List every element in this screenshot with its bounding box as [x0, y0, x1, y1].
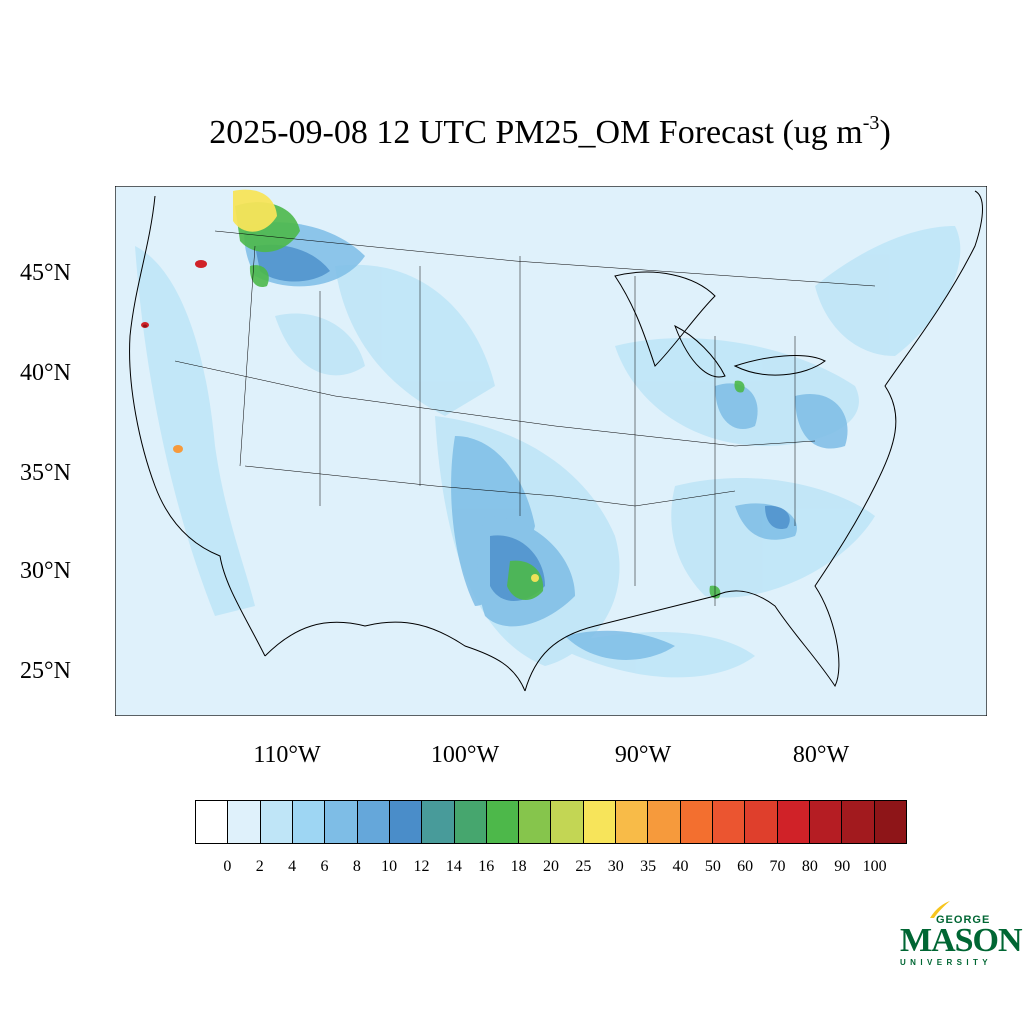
colorbar-tick-label: 100: [862, 858, 887, 875]
colorbar-swatch: [454, 801, 487, 843]
colorbar-swatch: [648, 801, 681, 843]
lon-label-80w: 80°W: [792, 742, 850, 768]
title-superscript: -3: [862, 112, 880, 134]
colorbar: [195, 800, 907, 844]
lat-label-30: 30°N: [20, 558, 71, 584]
swoosh-icon: [930, 901, 950, 918]
map-title: 2025-09-08 12 UTC PM25_OM Forecast (ug m…: [0, 112, 1024, 152]
lon-label-100w: 100°W: [430, 742, 500, 768]
colorbar-swatch: [519, 801, 552, 843]
colorbar-swatch: [842, 801, 875, 843]
colorbar-tick-label: 80: [801, 858, 818, 875]
forecast-map: [115, 186, 987, 716]
colorbar-swatch: [292, 801, 326, 843]
logo-line-george: GEORGE: [936, 914, 991, 926]
colorbar-tick-label: 2: [255, 858, 264, 875]
colorbar-tick-label: 90: [834, 858, 851, 875]
colorbar-tick-label: 18: [510, 858, 527, 875]
colorbar-swatch: [874, 801, 906, 843]
colorbar-swatch: [389, 801, 423, 843]
title-text: 2025-09-08 12 UTC PM25_OM Forecast (ug m: [209, 114, 863, 151]
title-close: ): [879, 114, 891, 151]
colorbar-tick-label: 30: [607, 858, 624, 875]
colorbar-tick-label: 4: [288, 858, 297, 875]
colorbar-swatch: [196, 801, 229, 843]
colorbar-tick-label: 10: [381, 858, 398, 875]
colorbar-tick-label: 12: [413, 858, 430, 875]
colorbar-tick-label: 8: [352, 858, 361, 875]
colorbar-swatch: [325, 801, 358, 843]
colorbar-swatch: [616, 801, 649, 843]
concentration-layer-hotspots: [141, 260, 207, 453]
lat-label-25: 25°N: [20, 658, 71, 684]
colorbar-tick-label: 35: [640, 858, 657, 875]
colorbar-tick-label: 0: [223, 858, 232, 875]
colorbar-tick-label: 40: [672, 858, 689, 875]
colorbar-swatch: [680, 801, 713, 843]
state-boundaries: [174, 230, 876, 606]
colorbar-tick-label: 70: [769, 858, 786, 875]
colorbar-swatch: [583, 801, 617, 843]
lat-label-35: 35°N: [20, 460, 71, 486]
colorbar-swatch: [422, 801, 455, 843]
lat-label-40: 40°N: [20, 360, 71, 386]
colorbar-swatch: [745, 801, 778, 843]
colorbar-tick-label: 6: [320, 858, 329, 875]
colorbar-swatch: [228, 801, 261, 843]
colorbar-tick-label: 16: [478, 858, 495, 875]
logo-line-university: UNIVERSITY: [900, 958, 993, 967]
lon-label-90w: 90°W: [614, 742, 672, 768]
colorbar-swatch: [551, 801, 584, 843]
colorbar-swatch: [486, 801, 520, 843]
concentration-layer-yellow: [233, 189, 539, 582]
colorbar-swatch: [713, 801, 746, 843]
colorbar-tick-label: 20: [543, 858, 559, 875]
colorbar-tick-label: 60: [737, 858, 754, 875]
colorbar-swatch: [777, 801, 810, 843]
colorbar-swatch: [357, 801, 390, 843]
colorbar-swatch: [809, 801, 843, 843]
concentration-layer-green: [235, 202, 745, 601]
lon-label-110w: 110°W: [253, 742, 321, 768]
colorbar-tick-label: 25: [575, 858, 592, 875]
coastlines: [129, 190, 983, 692]
gmu-logo: GEORGE MASON UNIVERSITY: [898, 900, 1023, 970]
logo-line-mason: MASON: [900, 922, 1023, 959]
lat-label-45: 45°N: [20, 260, 71, 286]
colorbar-swatch: [260, 801, 293, 843]
colorbar-tick-label: 50: [704, 858, 721, 875]
colorbar-tick-label: 14: [445, 858, 462, 875]
